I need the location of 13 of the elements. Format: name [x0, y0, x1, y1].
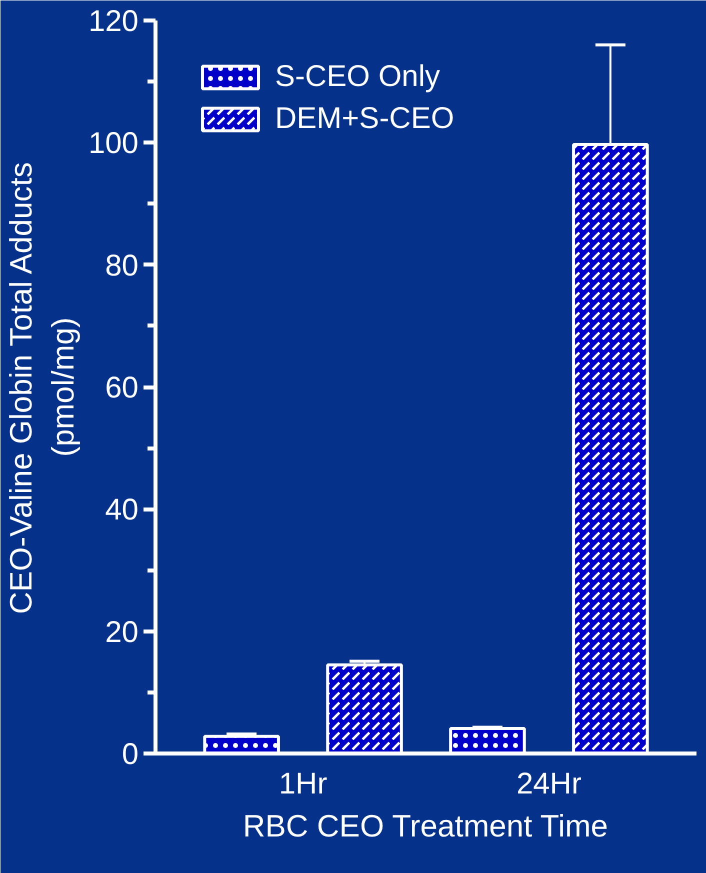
- x-tick-label: 1Hr: [278, 768, 328, 800]
- x-tick-label: 24Hr: [516, 768, 582, 800]
- legend-label: S-CEO Only: [275, 60, 440, 94]
- y-tick-label: 60: [105, 372, 139, 404]
- y-tick-label: 120: [88, 5, 139, 38]
- y-tick-label: 0: [122, 738, 139, 771]
- y-axis-title: CEO-Valine Globin Total Adducts (pmol/mg): [3, 162, 80, 614]
- y-tick-label: 100: [88, 127, 139, 160]
- y-tick-label: 40: [105, 494, 139, 527]
- x-axis-title: RBC CEO Treatment Time: [242, 808, 608, 844]
- y-tick-label: 20: [105, 616, 139, 649]
- legend-label: DEM+S-CEO: [275, 102, 454, 136]
- y-tick-label: 80: [105, 249, 139, 282]
